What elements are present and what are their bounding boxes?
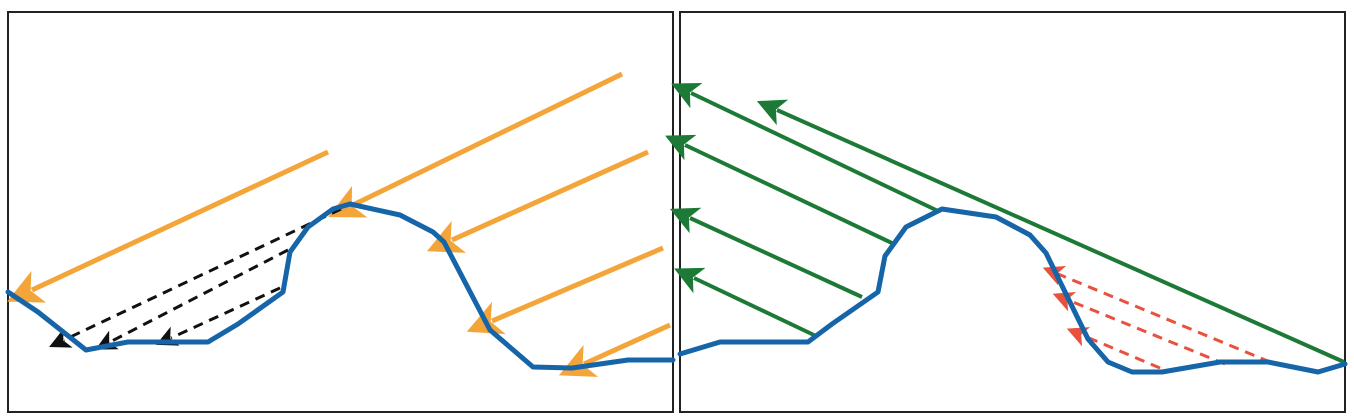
right-panel-outgoing-ray-2 bbox=[756, 99, 1345, 364]
right-panel-outgoing-ray-3 bbox=[665, 134, 895, 246]
left-panel-terrain-profile bbox=[5, 201, 676, 371]
right-panel bbox=[665, 11, 1348, 413]
right-panel-terrain-profile bbox=[677, 206, 1348, 375]
left-panel bbox=[5, 11, 676, 413]
left-panel-frame bbox=[7, 11, 674, 413]
right-panel-blocked-ray-7 bbox=[1052, 291, 1226, 366]
left-panel-incoming-ray-3 bbox=[426, 149, 650, 253]
right-panel-outgoing-ray-5 bbox=[674, 267, 817, 338]
left-panel-shadow-ray-6 bbox=[49, 207, 342, 348]
right-panel-outgoing-ray-1 bbox=[671, 82, 939, 213]
left-panel-incoming-ray-4 bbox=[466, 245, 664, 335]
left-panel-incoming-ray-5 bbox=[558, 322, 672, 377]
right-panel-blocked-ray-6 bbox=[1042, 266, 1271, 364]
left-panel-incoming-ray-2 bbox=[328, 71, 624, 218]
left-panel-incoming-ray-1 bbox=[7, 149, 330, 303]
right-panel-blocked-ray-8 bbox=[1066, 327, 1161, 370]
right-panel-outgoing-ray-4 bbox=[670, 207, 863, 299]
left-panel-shadow-ray-8 bbox=[156, 286, 281, 346]
